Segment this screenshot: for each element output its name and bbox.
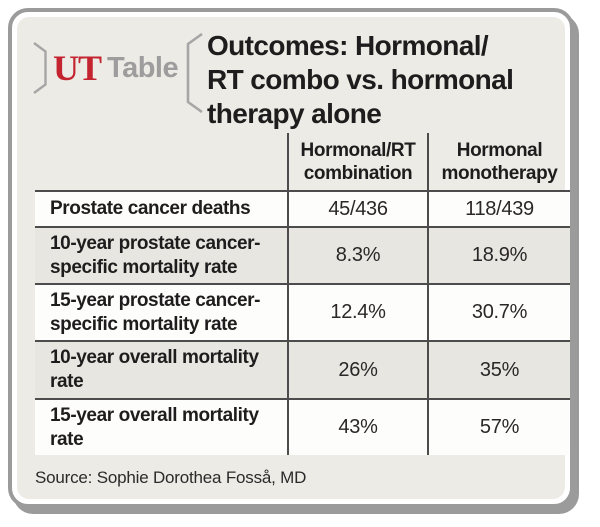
logo-ut-text: UT — [53, 48, 102, 88]
combo-value: 43% — [287, 400, 427, 455]
left-bracket-icon — [33, 42, 47, 94]
page-title: Outcomes: Hormonal/ RT combo vs. hormona… — [207, 30, 514, 129]
row-label: 10-year overall mortality rate — [50, 347, 259, 392]
combo-value: 26% — [287, 342, 427, 398]
title-bracket-icon — [186, 33, 203, 113]
table-header-row: Hormonal/RT combination Hormonal monothe… — [35, 133, 570, 190]
combo-value: 8.3% — [287, 228, 427, 283]
table-row: 15-year overall mortality rate 43% 57% — [35, 398, 570, 455]
table-row: Prostate cancer deaths 45/436 118/439 — [35, 190, 570, 226]
header-empty-cell — [35, 133, 287, 190]
table-row: 15-year prostate cancer- specific mortal… — [35, 283, 570, 340]
row-label: Prostate cancer deaths — [50, 198, 251, 219]
row-label: 15-year overall mortality rate — [50, 404, 259, 450]
mono-value: 18.9% — [427, 228, 570, 283]
ut-table-logo: UT Table — [33, 41, 179, 95]
table-row: 10-year prostate cancer- specific mortal… — [35, 226, 570, 283]
outcomes-table: Hormonal/RT combination Hormonal monothe… — [35, 133, 570, 455]
header-combo-column: Hormonal/RT combination — [287, 133, 427, 190]
mono-value: 30.7% — [427, 285, 570, 340]
mono-value: 118/439 — [427, 192, 570, 226]
row-label: 10-year prostate cancer- specific mortal… — [50, 232, 261, 278]
header-mono-column: Hormonal monotherapy — [427, 133, 570, 190]
row-label: 15-year prostate cancer- specific mortal… — [50, 289, 261, 335]
card-panel: UT Table Outcomes: Hormonal/ RT combo vs… — [17, 17, 570, 499]
mono-value: 35% — [427, 342, 570, 398]
table-row: 10-year overall mortality rate 26% 35% — [35, 340, 570, 398]
mono-value: 57% — [427, 400, 570, 455]
source-credit: Source: Sophie Dorothea Fosså, MD — [35, 468, 307, 487]
table-card: UT Table Outcomes: Hormonal/ RT combo vs… — [8, 8, 574, 508]
combo-value: 12.4% — [287, 285, 427, 340]
combo-value: 45/436 — [287, 192, 427, 226]
logo-table-text: Table — [107, 51, 179, 84]
